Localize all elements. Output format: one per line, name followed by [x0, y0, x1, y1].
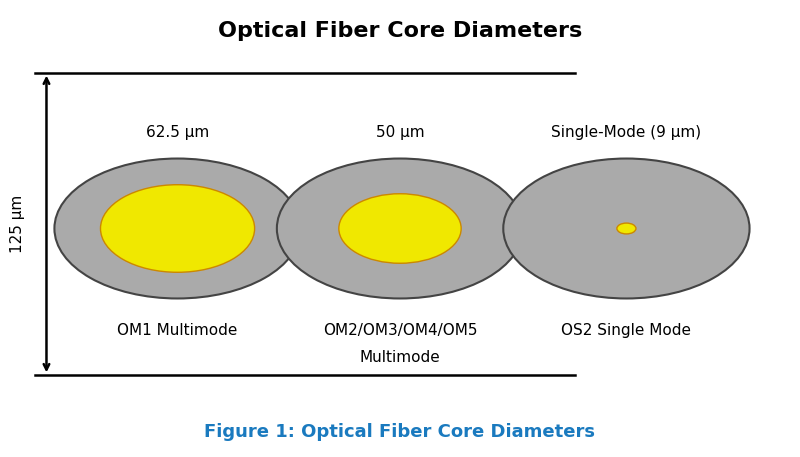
- Circle shape: [617, 223, 636, 234]
- Text: OM1 Multimode: OM1 Multimode: [118, 323, 238, 338]
- Circle shape: [54, 159, 301, 298]
- Circle shape: [101, 185, 254, 272]
- Circle shape: [277, 159, 523, 298]
- Circle shape: [339, 194, 461, 263]
- Text: 62.5 μm: 62.5 μm: [146, 126, 209, 140]
- Text: 125 μm: 125 μm: [10, 195, 25, 253]
- Text: Figure 1: Optical Fiber Core Diameters: Figure 1: Optical Fiber Core Diameters: [205, 423, 595, 441]
- Text: Optical Fiber Core Diameters: Optical Fiber Core Diameters: [218, 21, 582, 41]
- Text: OM2/OM3/OM4/OM5: OM2/OM3/OM4/OM5: [322, 323, 478, 338]
- Text: Multimode: Multimode: [360, 351, 440, 366]
- Circle shape: [503, 159, 750, 298]
- Text: 50 μm: 50 μm: [376, 126, 424, 140]
- Text: Single-Mode (9 μm): Single-Mode (9 μm): [551, 126, 702, 140]
- Text: OS2 Single Mode: OS2 Single Mode: [562, 323, 691, 338]
